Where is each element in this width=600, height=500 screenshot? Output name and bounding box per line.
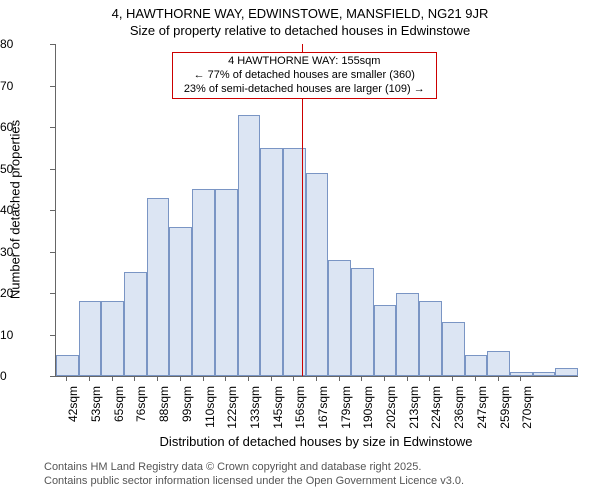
x-tick-label: 259sqm: [498, 386, 512, 436]
x-tick-mark: [475, 376, 476, 381]
x-tick-mark: [203, 376, 204, 381]
x-tick-label: 167sqm: [316, 386, 330, 436]
footer-line-1: Contains HM Land Registry data © Crown c…: [44, 461, 421, 473]
annotation-box: 4 HAWTHORNE WAY: 155sqm ← 77% of detache…: [172, 52, 437, 99]
histogram-bar: [328, 260, 351, 376]
y-tick-label: 20: [0, 286, 47, 300]
histogram-bar: [555, 368, 578, 376]
title-line-1: 4, HAWTHORNE WAY, EDWINSTOWE, MANSFIELD,…: [112, 6, 489, 21]
histogram-bar: [419, 301, 442, 376]
y-tick-label: 70: [0, 79, 47, 93]
x-tick-mark: [112, 376, 113, 381]
histogram-bar: [465, 355, 488, 376]
x-tick-label: 42sqm: [66, 386, 80, 436]
histogram-bar: [124, 272, 147, 376]
histogram-bar: [396, 293, 419, 376]
x-tick-label: 53sqm: [89, 386, 103, 436]
x-tick-label: 65sqm: [112, 386, 126, 436]
annotation-line-2: ← 77% of detached houses are smaller (36…: [194, 69, 415, 81]
chart-container: 4, HAWTHORNE WAY, EDWINSTOWE, MANSFIELD,…: [0, 0, 600, 500]
x-tick-label: 213sqm: [407, 386, 421, 436]
y-tick-label: 80: [0, 37, 47, 51]
footer-text: Contains HM Land Registry data © Crown c…: [44, 460, 464, 489]
x-tick-label: 133sqm: [248, 386, 262, 436]
x-tick-mark: [520, 376, 521, 381]
x-tick-label: 224sqm: [429, 386, 443, 436]
y-tick-label: 40: [0, 203, 47, 217]
y-tick-label: 50: [0, 162, 47, 176]
histogram-bar: [442, 322, 465, 376]
x-tick-mark: [429, 376, 430, 381]
histogram-bar: [351, 268, 374, 376]
y-tick-label: 0: [0, 369, 47, 383]
histogram-bar: [238, 115, 261, 376]
x-tick-label: 247sqm: [475, 386, 489, 436]
histogram-bar: [510, 372, 533, 376]
annotation-line-1: 4 HAWTHORNE WAY: 155sqm: [228, 55, 380, 67]
histogram-bar: [487, 351, 510, 376]
x-tick-label: 145sqm: [271, 386, 285, 436]
histogram-bar: [192, 189, 215, 376]
y-tick-label: 60: [0, 120, 47, 134]
histogram-bar: [306, 173, 329, 376]
x-tick-label: 99sqm: [180, 386, 194, 436]
x-tick-mark: [180, 376, 181, 381]
histogram-bar: [101, 301, 124, 376]
x-tick-mark: [248, 376, 249, 381]
x-tick-mark: [316, 376, 317, 381]
x-tick-label: 156sqm: [293, 386, 307, 436]
histogram-bar: [56, 355, 79, 376]
x-axis-label: Distribution of detached houses by size …: [55, 434, 577, 449]
x-tick-mark: [361, 376, 362, 381]
x-tick-label: 110sqm: [203, 386, 217, 436]
histogram-bar: [169, 227, 192, 376]
x-tick-mark: [157, 376, 158, 381]
x-tick-mark: [66, 376, 67, 381]
footer-line-2: Contains public sector information licen…: [44, 475, 464, 487]
x-tick-label: 190sqm: [361, 386, 375, 436]
histogram-bar: [374, 305, 397, 376]
x-tick-mark: [271, 376, 272, 381]
x-tick-label: 270sqm: [520, 386, 534, 436]
x-tick-mark: [339, 376, 340, 381]
y-tick-label: 10: [0, 328, 47, 342]
x-tick-label: 202sqm: [384, 386, 398, 436]
plot-area: 4 HAWTHORNE WAY: 155sqm ← 77% of detache…: [55, 44, 578, 377]
histogram-bar: [147, 198, 170, 376]
x-tick-mark: [293, 376, 294, 381]
x-tick-mark: [225, 376, 226, 381]
histogram-bar: [79, 301, 102, 376]
x-tick-mark: [384, 376, 385, 381]
x-tick-label: 122sqm: [225, 386, 239, 436]
x-tick-label: 179sqm: [339, 386, 353, 436]
x-tick-label: 236sqm: [452, 386, 466, 436]
x-tick-mark: [89, 376, 90, 381]
chart-title: 4, HAWTHORNE WAY, EDWINSTOWE, MANSFIELD,…: [0, 6, 600, 40]
histogram-bar: [533, 372, 556, 376]
x-tick-label: 76sqm: [134, 386, 148, 436]
histogram-bar: [215, 189, 238, 376]
x-tick-mark: [407, 376, 408, 381]
y-tick-label: 30: [0, 245, 47, 259]
x-tick-label: 88sqm: [157, 386, 171, 436]
title-line-2: Size of property relative to detached ho…: [130, 23, 470, 38]
x-tick-mark: [452, 376, 453, 381]
annotation-line-3: 23% of semi-detached houses are larger (…: [184, 83, 425, 95]
histogram-bar: [260, 148, 283, 376]
x-tick-mark: [498, 376, 499, 381]
x-tick-mark: [134, 376, 135, 381]
